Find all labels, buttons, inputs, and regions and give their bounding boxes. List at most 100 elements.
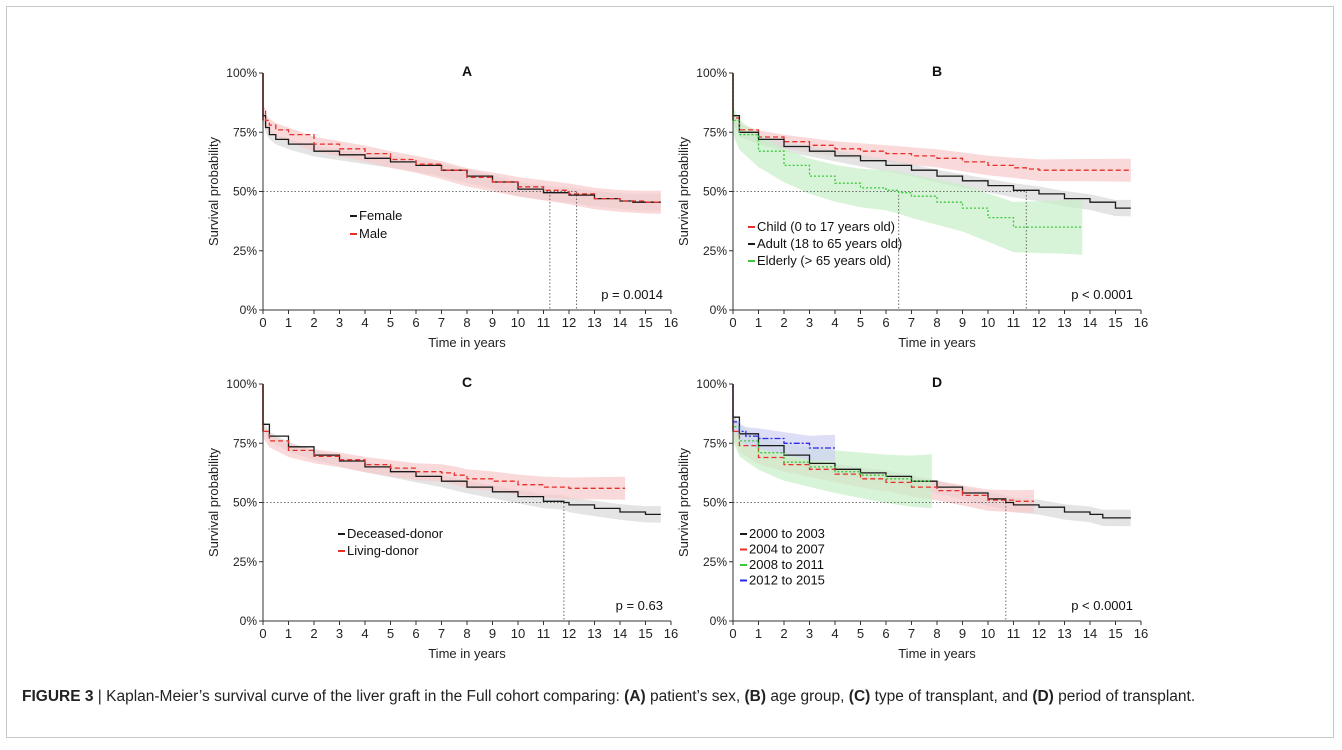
x-tick-label: 14 xyxy=(1083,315,1097,330)
chart-panel-c: 0 1 2 3 4 5 6 7 8 9 10 11 12 13 14 15 160%25%50%75%100%T… xyxy=(206,374,678,661)
survival-curve-adult-18-to-65-years-old- xyxy=(732,73,1131,209)
x-tick-label: 3 xyxy=(336,626,343,641)
caption-label: FIGURE 3 xyxy=(22,688,94,705)
x-tick-label: 0 xyxy=(729,626,736,641)
x-tick-label: 16 xyxy=(664,315,678,330)
x-tick-label: 1 xyxy=(285,315,292,330)
y-tick-label: 0% xyxy=(710,614,728,628)
x-tick-label: 9 xyxy=(959,626,966,641)
y-tick-label: 50% xyxy=(233,185,257,199)
x-tick-label: 13 xyxy=(587,626,601,641)
x-tick-label: 6 xyxy=(412,315,419,330)
y-tick-label: 100% xyxy=(696,66,727,80)
x-tick-label: 8 xyxy=(933,315,940,330)
x-tick-label: 15 xyxy=(638,315,652,330)
x-tick-label: 11 xyxy=(1007,626,1021,641)
x-tick-label: 13 xyxy=(1057,315,1071,330)
chart-panel-a: 0 1 2 3 4 5 6 7 8 9 10 11 12 13 14 15 160%25%50%75%100%T… xyxy=(206,63,678,350)
chart-panel-d: 0 1 2 3 4 5 6 7 8 9 10 11 12 13 14 15 160%25%50%75%100%T… xyxy=(676,374,1148,661)
x-tick-label: 5 xyxy=(857,315,864,330)
x-tick-label: 1 xyxy=(285,626,292,641)
caption-key-d: (D) xyxy=(1032,688,1054,705)
x-tick-label: 2 xyxy=(310,626,317,641)
p-value: p = 0.0014 xyxy=(601,287,663,302)
x-tick-label: 12 xyxy=(562,626,576,641)
x-tick-label: 11 xyxy=(537,626,551,641)
legend-label: Elderly (> 65 years old) xyxy=(757,253,891,268)
y-tick-label: 100% xyxy=(696,377,727,391)
panel-title: B xyxy=(932,63,942,79)
x-tick-label: 7 xyxy=(438,315,445,330)
x-tick-label: 10 xyxy=(981,626,995,641)
x-tick-label: 1 xyxy=(755,315,762,330)
x-tick-label: 8 xyxy=(933,626,940,641)
x-tick-label: 2 xyxy=(780,315,787,330)
legend-label: 2000 to 2003 xyxy=(749,526,825,541)
x-tick-label: 12 xyxy=(1032,626,1046,641)
y-tick-label: 75% xyxy=(703,125,727,139)
legend-label: Child (0 to 17 years old) xyxy=(757,219,895,234)
x-tick-label: 2 xyxy=(780,626,787,641)
y-tick-label: 25% xyxy=(703,555,727,569)
x-tick-label: 14 xyxy=(613,315,627,330)
x-tick-label: 5 xyxy=(857,626,864,641)
panel-title: D xyxy=(932,374,942,390)
x-tick-label: 2 xyxy=(310,315,317,330)
caption-part-c: type of transplant, and xyxy=(870,688,1033,705)
panel-title: C xyxy=(462,374,472,390)
survival-curve-child-0-to-17-years-old- xyxy=(732,73,1131,171)
survival-curve-living-donor xyxy=(262,384,626,489)
x-tick-label: 10 xyxy=(511,626,525,641)
legend-label: Deceased-donor xyxy=(347,526,444,541)
x-tick-label: 15 xyxy=(1108,626,1122,641)
y-tick-label: 100% xyxy=(226,377,257,391)
survival-curve-2004-to-2007 xyxy=(732,384,1034,502)
x-tick-label: 6 xyxy=(412,626,419,641)
x-tick-label: 8 xyxy=(463,315,470,330)
y-tick-label: 25% xyxy=(233,244,257,258)
x-tick-label: 0 xyxy=(729,315,736,330)
p-value: p < 0.0001 xyxy=(1071,287,1133,302)
legend-label: Male xyxy=(359,226,387,241)
ci-band xyxy=(263,425,626,500)
panel-title: A xyxy=(462,63,472,79)
figure-frame xyxy=(6,6,1334,738)
x-tick-label: 6 xyxy=(882,315,889,330)
legend-label: 2012 to 2015 xyxy=(749,573,825,588)
p-value: p = 0.63 xyxy=(616,598,663,613)
x-tick-label: 12 xyxy=(562,315,576,330)
survival-curve-2012-to-2015 xyxy=(732,384,835,449)
legend-label: Living-donor xyxy=(347,543,419,558)
y-axis-label: Survival probability xyxy=(206,136,221,246)
caption-part-d: period of transplant. xyxy=(1053,688,1196,705)
ci-band xyxy=(263,102,661,214)
caption-key-b: (B) xyxy=(744,688,767,705)
ci-band xyxy=(733,106,1083,255)
y-tick-label: 0% xyxy=(240,614,258,628)
caption-key-a: (A) xyxy=(624,688,646,705)
legend-label: Adult (18 to 65 years old) xyxy=(757,236,902,251)
x-tick-label: 3 xyxy=(806,626,813,641)
x-axis-label: Time in years xyxy=(898,646,976,661)
y-tick-label: 0% xyxy=(240,303,258,317)
x-tick-label: 13 xyxy=(587,315,601,330)
caption-separator: | xyxy=(93,688,107,705)
x-tick-label: 16 xyxy=(664,626,678,641)
x-tick-label: 11 xyxy=(1007,315,1021,330)
legend-label: 2004 to 2007 xyxy=(749,542,825,557)
x-axis-label: Time in years xyxy=(428,335,506,350)
y-tick-label: 75% xyxy=(233,125,257,139)
caption-key-c: (C) xyxy=(848,688,871,705)
chart-panel-b: 0 1 2 3 4 5 6 7 8 9 10 11 12 13 14 15 160%25%50%75%100%T… xyxy=(676,63,1148,350)
y-tick-label: 50% xyxy=(703,496,727,510)
figure-canvas: 0 1 2 3 4 5 6 7 8 9 10 11 12 13 14 15 160%25%50%75%100%T… xyxy=(206,63,1148,661)
x-axis-label: Time in years xyxy=(428,646,506,661)
y-tick-label: 75% xyxy=(703,436,727,450)
x-tick-label: 9 xyxy=(959,315,966,330)
y-tick-label: 100% xyxy=(226,66,257,80)
caption-part-b: age group, xyxy=(766,688,849,705)
x-tick-label: 14 xyxy=(1083,626,1097,641)
legend-label: 2008 to 2011 xyxy=(749,557,824,572)
x-tick-label: 7 xyxy=(908,315,915,330)
y-axis-label: Survival probability xyxy=(206,447,221,557)
